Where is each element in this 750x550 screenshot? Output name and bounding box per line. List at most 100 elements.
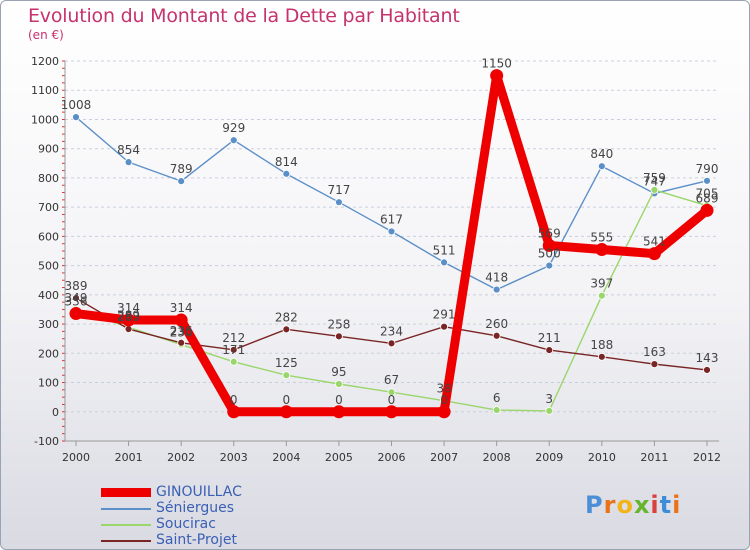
y-tick-label: 300: [38, 318, 59, 331]
data-label: 0: [440, 393, 448, 407]
data-point: [597, 291, 606, 300]
y-tick-label: 400: [38, 289, 59, 302]
y-tick-label: 700: [38, 201, 59, 214]
chart-unit-subtitle: (en €): [28, 28, 64, 42]
data-label: 143: [696, 351, 719, 365]
data-point: [385, 405, 398, 419]
y-tick-label: 1000: [31, 113, 59, 126]
legend-swatch: [101, 524, 151, 526]
data-point: [595, 243, 609, 257]
x-tick-label: 2009: [535, 451, 563, 464]
data-label: 211: [538, 331, 561, 345]
data-label: 555: [590, 231, 613, 245]
data-point: [335, 198, 343, 207]
data-point: [490, 69, 504, 83]
y-tick-label: 600: [38, 230, 59, 243]
data-point: [597, 352, 606, 361]
data-point: [387, 339, 396, 348]
data-label: 289: [117, 308, 140, 322]
data-point: [229, 345, 238, 354]
proxiti-logo: Proxiti: [585, 491, 681, 519]
data-point: [440, 322, 448, 331]
data-label: 717: [327, 183, 350, 197]
x-tick-label: 2008: [483, 451, 511, 464]
data-label: 258: [327, 317, 350, 331]
legend-label: Soucirac: [156, 516, 216, 532]
data-point: [72, 113, 80, 122]
data-label: 212: [222, 331, 245, 345]
data-label: 0: [283, 393, 291, 407]
data-point: [492, 331, 501, 340]
data-label: 854: [117, 143, 140, 157]
data-label: 163: [643, 345, 666, 359]
y-tick-label: 100: [38, 377, 59, 390]
data-point: [282, 169, 291, 178]
legend-swatch: [101, 540, 151, 542]
series-line-s-niergues: [75, 116, 708, 291]
x-tick-label: 2004: [272, 451, 300, 464]
data-point: [440, 258, 448, 267]
data-label: 689: [696, 191, 719, 205]
x-tick-label: 2003: [220, 451, 248, 464]
y-tick-label: 200: [38, 347, 59, 360]
logo-letter: r: [603, 491, 617, 519]
y-tick-label: 1100: [31, 84, 59, 97]
y-tick-label: 800: [38, 172, 59, 185]
logo-letter: P: [585, 491, 604, 519]
data-label: 1008: [61, 98, 92, 112]
data-point: [177, 338, 186, 347]
data-point: [492, 406, 501, 414]
legend-swatch: [101, 508, 151, 510]
data-point: [282, 371, 291, 380]
data-point: [174, 313, 188, 327]
x-tick-label: 2007: [430, 451, 458, 464]
data-label: 840: [590, 147, 613, 161]
data-label: 705: [696, 187, 719, 201]
x-tick-label: 2001: [115, 451, 143, 464]
data-label: 283: [117, 310, 140, 324]
data-label: 759: [643, 171, 666, 185]
data-point: [124, 158, 133, 167]
data-point: [332, 405, 346, 419]
x-tick-label: 2000: [62, 451, 90, 464]
legend-swatch: [101, 488, 151, 497]
data-point: [545, 346, 554, 354]
y-tick-label: 900: [38, 143, 59, 156]
data-point: [335, 332, 343, 341]
data-point: [650, 186, 659, 194]
y-tick-label: -100: [34, 435, 59, 448]
logo-letter: t: [659, 491, 673, 519]
data-label: 418: [485, 271, 508, 285]
y-tick-label: 1200: [31, 55, 59, 68]
data-point: [542, 238, 556, 252]
data-label: 234: [380, 324, 403, 338]
data-point: [69, 307, 83, 321]
data-label: 0: [388, 393, 396, 407]
data-point: [279, 405, 293, 419]
x-tick-label: 2005: [325, 451, 353, 464]
data-point: [545, 406, 554, 415]
data-label: 790: [696, 162, 719, 176]
data-label: 188: [590, 338, 613, 352]
chart-title: Evolution du Montant de la Dette par Hab…: [28, 5, 460, 27]
data-point: [124, 325, 133, 333]
data-label: 0: [230, 393, 238, 407]
data-label: 1150: [481, 57, 512, 71]
x-tick-label: 2011: [640, 451, 668, 464]
x-tick-label: 2012: [693, 451, 721, 464]
data-label: 282: [275, 310, 298, 324]
data-point: [72, 294, 80, 302]
data-point: [703, 176, 711, 185]
logo-letter: i: [650, 491, 660, 519]
data-label: 171: [222, 343, 245, 357]
data-label: 3: [545, 392, 553, 406]
data-point: [437, 405, 451, 419]
data-label: 789: [170, 162, 193, 176]
data-label: 67: [384, 373, 399, 387]
data-point: [282, 325, 291, 334]
data-label: 314: [117, 301, 140, 315]
data-point: [387, 388, 396, 397]
data-point: [229, 136, 238, 145]
data-label: 617: [380, 212, 403, 226]
